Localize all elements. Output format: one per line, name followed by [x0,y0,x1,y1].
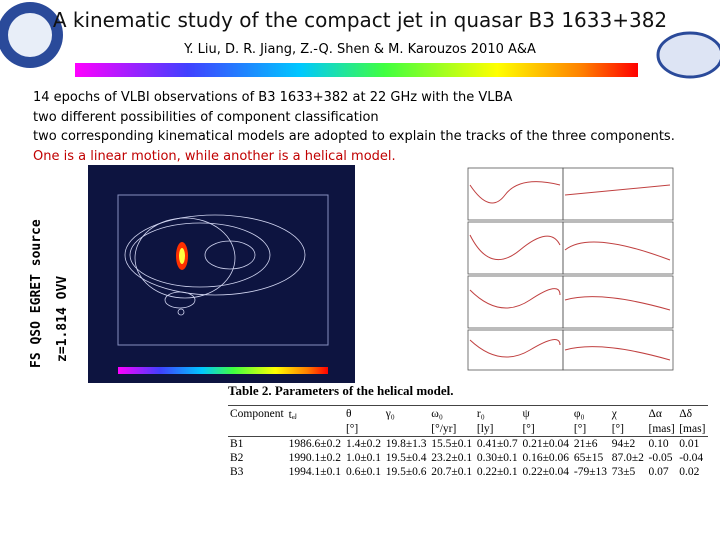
core-peak [179,248,185,264]
text-line: two corresponding kinematical models are… [33,129,675,144]
table-cell: 1990.1±0.2 [288,452,341,464]
table-cell: γ₀ [383,405,430,422]
text-line: One is a linear motion, while another is… [33,148,396,164]
color-bar [118,367,328,374]
table-cell: [°] [611,423,624,435]
radio-map [88,165,355,383]
table-cell: ψ [520,405,572,422]
table-cell: [°] [522,423,535,435]
table-cell: Component [228,405,287,422]
model-curves [469,181,671,361]
table-cell: χ [609,405,647,422]
table-row: B3 1994.1±0.1 0.6±0.1 19.5±0.6 20.7±0.1 0.22±… [228,465,708,479]
table-cell: 94±2 [609,436,647,451]
table-cell: 0.6±0.1 [345,466,382,478]
table-cell: [°] [573,423,587,435]
table-cell: 0.41±0.7 [474,436,521,451]
table-cell: 0.16±0.06 [522,452,570,464]
table-cell: -0.04 [679,452,704,464]
table-cell: 0.10 [646,436,678,451]
table-cell: 0.30±0.1 [476,452,518,464]
table-cell: r₀ [474,405,521,422]
table-cell: B1 [228,436,287,451]
parameter-table: Component tₑⱼ θ γ₀ ω₀ r₀ ψ φ₀ χ Δα Δδ [°] [°/yr] [ly]… [228,405,708,479]
table-row: [°] [°/yr] [ly] [°] [°] [°] [mas] [mas] [228,422,708,437]
table-cell: 0.22±0.04 [522,466,570,478]
contours [124,214,306,316]
table-cell: [mas] [648,423,675,435]
table-cell: 1986.6±0.2 [286,436,344,451]
table-cell: Δδ [677,405,708,422]
table-cell: 23.2±0.1 [431,452,473,464]
table-cell: φ₀ [571,405,610,422]
table-row: B1 1986.6±0.2 1.4±0.2 19.8±1.3 15.5±0.1 0.41±… [228,436,708,451]
table-cell: 19.5±0.6 [385,466,427,478]
plots [455,160,690,382]
table-cell: [°] [345,423,359,435]
table-cell [384,422,430,437]
text-line: two different possibilities of component… [33,109,379,125]
table-caption: Table 2. Parameters of the helical model… [228,383,454,398]
rainbow-bar [75,63,638,77]
table-cell: 1994.1±0.1 [288,466,341,478]
text-line: 14 epochs of VLBI observations of B3 163… [33,90,513,105]
table-cell: B2 [230,452,244,464]
table-cell: B3 [230,466,244,478]
table-cell: 1.4±0.2 [343,436,384,451]
table-cell: Δα [646,405,678,422]
table-cell: 0.22±0.1 [476,466,518,478]
plot-frames [467,167,674,371]
logo-left-inner [8,13,52,57]
table-cell: 1.0±0.1 [345,452,382,464]
table-cell: 65±15 [573,452,604,464]
table-row: Component tₑⱼ θ γ₀ ω₀ r₀ ψ φ₀ χ Δα Δδ [228,405,708,422]
table-cell: 21±6 [571,436,610,451]
logo-right [656,31,720,79]
table-cell: 19.5±0.4 [385,452,427,464]
table-cell [228,422,287,437]
table-cell: θ [343,405,384,422]
bullet-lines: 14 epochs of VLBI observations of B3 163… [33,88,675,166]
side-label: FS QSO EGRET source [29,219,44,368]
map-frame [117,194,329,346]
table-cell: 0.01 [677,436,708,451]
table-cell: [°/yr] [431,423,457,435]
table-row: B2 1990.1±0.2 1.0±0.1 19.5±0.4 23.2±0.1 0.30±… [228,451,708,465]
authors: Y. Liu, D. R. Jiang, Z.-Q. Shen & M. Kar… [184,42,536,57]
table-cell: [ly] [476,423,494,435]
table-cell: 20.7±0.1 [431,466,473,478]
title: A kinematic study of the compact jet in … [52,8,668,32]
table-cell: -0.05 [648,452,673,464]
table-cell: -79±13 [573,466,608,478]
table-cell: 0.07 [648,466,669,478]
table-cell: 73±5 [611,466,636,478]
table-cell: ω₀ [429,405,475,422]
side-label: z=1.814 OVV [55,275,70,362]
table-cell: tₑⱼ [286,405,344,422]
table-cell: 19.8±1.3 [383,436,430,451]
table-cell [287,422,344,437]
table-cell: 0.21±0.04 [520,436,572,451]
table-cell: 0.02 [679,466,700,478]
table-cell: 87.0±2 [611,452,644,464]
table-cell: 15.5±0.1 [429,436,475,451]
table-cell: [mas] [679,423,706,435]
